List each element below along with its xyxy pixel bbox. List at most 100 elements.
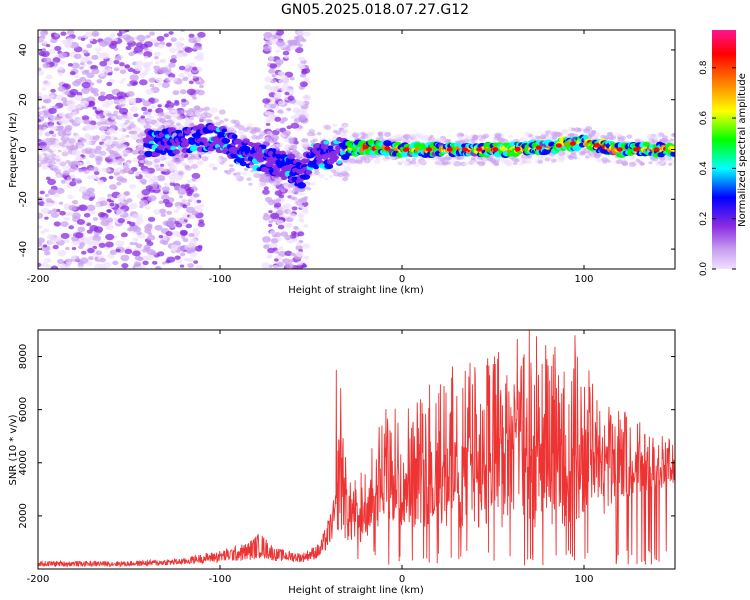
heatmap-cell	[94, 202, 102, 208]
heatmap-cell	[158, 235, 164, 239]
heatmap-cell	[616, 159, 623, 165]
heatmap-cell	[150, 176, 159, 183]
heatmap-cell	[179, 264, 185, 268]
heatmap-cell	[42, 62, 50, 69]
heatmap-cell	[174, 41, 183, 48]
heatmap-cell	[270, 182, 276, 187]
heatmap-cell	[280, 85, 289, 92]
heatmap-cell	[89, 82, 95, 86]
page-title: GN05.2025.018.07.27.G12	[280, 2, 470, 18]
heatmap-cell	[99, 200, 108, 207]
heatmap-cell	[104, 135, 111, 140]
heatmap-cell	[42, 152, 47, 156]
heatmap-cell	[181, 162, 187, 166]
heatmap-cell	[436, 155, 442, 160]
heatmap-cell	[87, 241, 94, 246]
heatmap-cell	[513, 161, 518, 165]
heatmap-cell	[109, 33, 116, 38]
heatmap-cell	[116, 209, 125, 216]
heatmap-cell	[301, 69, 308, 75]
heatmap-cell	[282, 50, 290, 56]
heatmap-cell	[64, 135, 69, 139]
heatmap-cell	[193, 205, 200, 210]
heatmap-cell	[157, 82, 163, 87]
heatmap-cell	[470, 156, 476, 161]
heatmap-cell	[52, 244, 59, 250]
heatmap-cell	[144, 67, 151, 72]
heatmap-cell	[264, 111, 272, 116]
heatmap-cell	[170, 247, 176, 252]
heatmap-cell	[147, 216, 156, 222]
heatmap-cell	[195, 80, 201, 85]
heatmap-cell	[275, 30, 285, 36]
heatmap-cell	[135, 42, 143, 48]
heatmap-cell	[188, 240, 198, 247]
heatmap-cell	[403, 147, 410, 152]
heatmap-cell	[332, 123, 338, 127]
heatmap-cell	[178, 65, 186, 71]
heatmap-cell	[284, 138, 290, 143]
heatmap-cell	[112, 96, 118, 100]
heatmap-cell	[40, 230, 45, 235]
heatmap-cell	[535, 135, 541, 140]
heatmap-cell	[342, 176, 349, 182]
heatmap-cell	[128, 123, 136, 129]
heatmap-cell	[50, 265, 59, 269]
heatmap-cell	[106, 112, 112, 117]
heatmap-cell	[93, 171, 100, 176]
heatmap-cell	[299, 197, 308, 204]
heatmap-cell	[118, 66, 124, 70]
heatmap-cell	[64, 126, 72, 132]
heatmap-cell	[168, 222, 177, 229]
heatmap-cell	[99, 60, 108, 67]
heatmap-cell	[268, 56, 275, 61]
heatmap-cell	[58, 142, 65, 147]
heatmap-cell	[179, 89, 187, 95]
heatmap-cell	[284, 262, 294, 269]
heatmap-cell	[668, 162, 673, 166]
heatmap-cell	[42, 98, 49, 104]
heatmap-cell	[148, 77, 156, 83]
heatmap-cell	[283, 54, 290, 59]
heatmap-cell	[106, 209, 112, 213]
heatmap-cell	[303, 255, 310, 260]
heatmap-cell	[81, 81, 91, 89]
heatmap-cell	[181, 235, 186, 239]
heatmap-cell	[287, 183, 295, 189]
heatmap-cell	[129, 202, 138, 210]
heatmap-cell	[86, 261, 93, 266]
heatmap-cell	[340, 133, 348, 139]
heatmap-cell	[360, 131, 366, 136]
heatmap-cell	[64, 216, 71, 222]
heatmap-cell	[126, 198, 133, 203]
heatmap-cell	[60, 179, 67, 184]
heatmap-cell	[302, 243, 311, 249]
heatmap-cell	[50, 212, 59, 218]
heatmap-cell	[285, 149, 291, 154]
heatmap-cell	[294, 47, 304, 54]
heatmap-cell	[199, 203, 205, 208]
heatmap-cell	[100, 134, 107, 140]
heatmap-cell	[132, 81, 138, 86]
heatmap-cell	[106, 127, 115, 134]
heatmap-cell	[138, 73, 146, 78]
heatmap-cell	[157, 251, 165, 257]
heatmap-cell	[569, 152, 577, 159]
heatmap-cell	[145, 223, 153, 229]
heatmap-cell	[77, 145, 84, 150]
heatmap-cell	[176, 115, 184, 120]
heatmap-cell	[78, 168, 84, 173]
heatmap-cell	[121, 134, 127, 139]
heatmap-cell	[122, 163, 129, 169]
heatmap-cell	[38, 67, 42, 72]
heatmap-cell	[182, 204, 188, 209]
heatmap-cell	[514, 158, 520, 163]
heatmap-cell	[183, 121, 188, 125]
heatmap-cell	[180, 230, 188, 236]
heatmap-cell	[65, 159, 71, 164]
heatmap-cell	[68, 138, 76, 144]
heatmap-cell	[44, 257, 52, 263]
heatmap-cell	[144, 173, 152, 179]
heatmap-cell	[124, 248, 133, 255]
x-tick-label: -200	[27, 574, 50, 585]
